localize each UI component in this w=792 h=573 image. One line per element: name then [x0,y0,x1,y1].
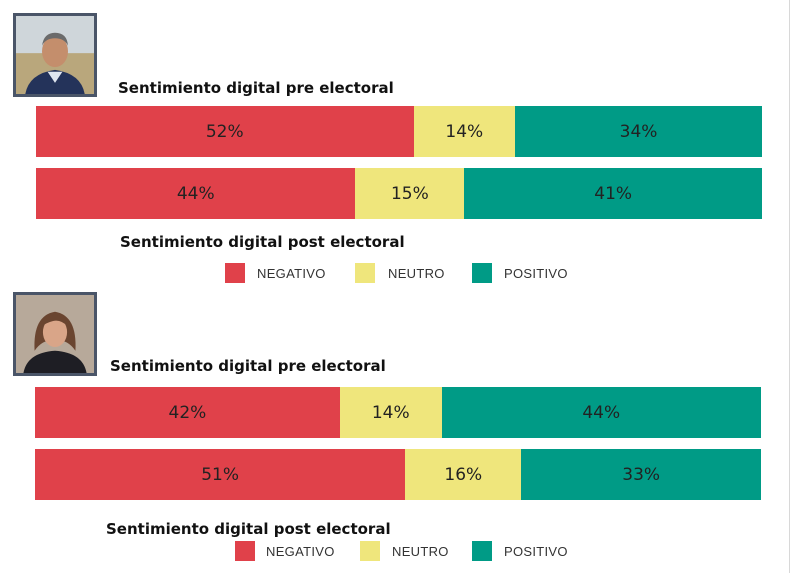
bar-segment-positivo: 34% [515,106,762,157]
chart1-post-bar: 44% 15% 41% [36,168,762,219]
data-label-positivo: 34% [619,121,658,142]
legend-label-positivo: POSITIVO [504,266,568,281]
data-label-neutro: 14% [371,402,410,423]
data-label-negativo: 42% [168,402,207,423]
data-label-positivo: 41% [594,183,633,204]
bar-segment-positivo: 44% [441,387,761,438]
legend-swatch-positivo [472,541,492,561]
data-label-negativo: 51% [201,464,240,485]
legend-label-negativo: NEGATIVO [257,266,326,281]
legend-swatch-negativo [225,263,245,283]
bar-segment-neutro: 16% [405,449,522,500]
bar-segment-positivo: 41% [464,168,762,219]
legend-swatch-negativo [235,541,255,561]
chart2-post-bar: 51% 16% 33% [35,449,761,500]
chart2-post-title: Sentimiento digital post electoral [106,520,391,538]
chart1-post-title: Sentimiento digital post electoral [120,233,405,251]
chart2-pre-title: Sentimiento digital pre electoral [110,357,386,375]
candidate-photo-2 [13,292,97,376]
legend-label-neutro: NEUTRO [388,266,445,281]
candidate-photo-1 [13,13,97,97]
data-label-negativo: 44% [176,183,215,204]
chart1-pre-title: Sentimiento digital pre electoral [118,79,394,97]
bar-segment-negativo: 42% [35,387,340,438]
data-label-neutro: 15% [390,183,429,204]
legend-label-negativo: NEGATIVO [266,544,335,559]
legend-swatch-positivo [472,263,492,283]
chart1-legend: NEGATIVO NEUTRO POSITIVO [0,263,792,283]
legend-swatch-neutro [360,541,380,561]
bar-segment-neutro: 14% [339,387,442,438]
legend-label-positivo: POSITIVO [504,544,568,559]
legend-label-neutro: NEUTRO [392,544,449,559]
bar-segment-negativo: 44% [36,168,356,219]
data-label-neutro: 16% [444,464,483,485]
bar-segment-neutro: 14% [413,106,516,157]
legend-swatch-neutro [355,263,375,283]
page-border [789,0,790,573]
data-label-positivo: 33% [622,464,661,485]
bar-segment-negativo: 52% [36,106,414,157]
data-label-neutro: 14% [445,121,484,142]
chart2-legend: NEGATIVO NEUTRO POSITIVO [0,541,792,561]
chart1-pre-bar: 52% 14% 34% [36,106,762,157]
bar-segment-negativo: 51% [35,449,406,500]
bar-segment-positivo: 33% [521,449,761,500]
chart2-pre-bar: 42% 14% 44% [35,387,761,438]
data-label-positivo: 44% [582,402,621,423]
data-label-negativo: 52% [205,121,244,142]
bar-segment-neutro: 15% [355,168,465,219]
